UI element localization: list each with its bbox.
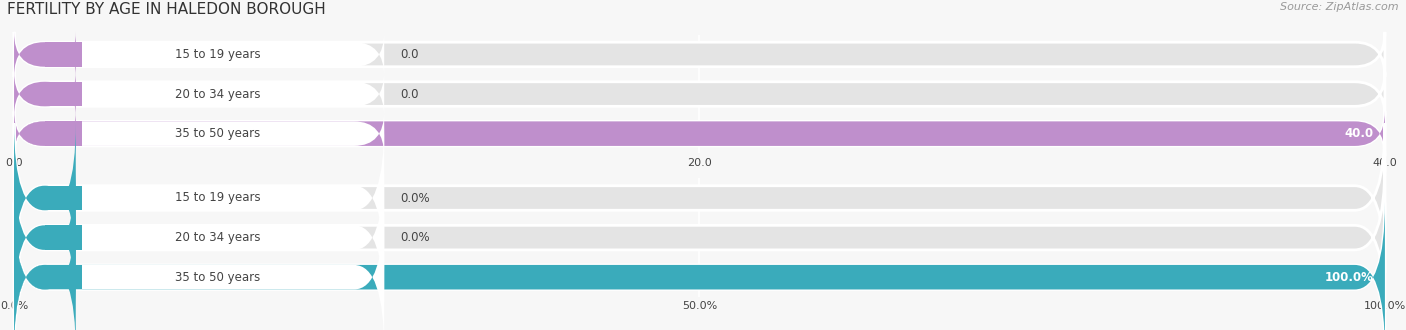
FancyBboxPatch shape (14, 72, 76, 116)
FancyBboxPatch shape (14, 202, 384, 330)
Text: 40.0: 40.0 (1344, 127, 1374, 140)
Text: FERTILITY BY AGE IN HALEDON BOROUGH: FERTILITY BY AGE IN HALEDON BOROUGH (7, 2, 326, 16)
FancyBboxPatch shape (45, 186, 82, 210)
FancyBboxPatch shape (14, 72, 384, 116)
FancyBboxPatch shape (14, 111, 1385, 156)
Text: Source: ZipAtlas.com: Source: ZipAtlas.com (1281, 2, 1399, 12)
Text: 35 to 50 years: 35 to 50 years (174, 127, 260, 140)
Text: 0.0: 0.0 (401, 87, 419, 101)
FancyBboxPatch shape (14, 123, 384, 273)
FancyBboxPatch shape (45, 265, 82, 289)
Text: 15 to 19 years: 15 to 19 years (174, 191, 260, 205)
FancyBboxPatch shape (14, 202, 1385, 330)
FancyBboxPatch shape (14, 32, 384, 77)
FancyBboxPatch shape (14, 123, 76, 273)
FancyBboxPatch shape (14, 111, 76, 156)
FancyBboxPatch shape (14, 163, 76, 313)
FancyBboxPatch shape (45, 225, 82, 250)
Text: 15 to 19 years: 15 to 19 years (174, 48, 260, 61)
FancyBboxPatch shape (45, 82, 82, 106)
Text: 20 to 34 years: 20 to 34 years (174, 231, 260, 244)
FancyBboxPatch shape (14, 111, 1385, 156)
Text: 0.0%: 0.0% (401, 231, 430, 244)
FancyBboxPatch shape (14, 111, 384, 156)
Text: 100.0%: 100.0% (1324, 271, 1374, 284)
FancyBboxPatch shape (14, 163, 384, 313)
FancyBboxPatch shape (14, 32, 76, 77)
FancyBboxPatch shape (14, 32, 1385, 77)
FancyBboxPatch shape (14, 202, 76, 330)
FancyBboxPatch shape (14, 123, 1385, 273)
Text: 35 to 50 years: 35 to 50 years (174, 271, 260, 284)
FancyBboxPatch shape (45, 42, 82, 67)
Text: 0.0%: 0.0% (401, 191, 430, 205)
Text: 20 to 34 years: 20 to 34 years (174, 87, 260, 101)
FancyBboxPatch shape (14, 202, 1385, 330)
FancyBboxPatch shape (14, 72, 1385, 116)
Text: 0.0: 0.0 (401, 48, 419, 61)
FancyBboxPatch shape (14, 163, 1385, 313)
FancyBboxPatch shape (45, 121, 82, 146)
